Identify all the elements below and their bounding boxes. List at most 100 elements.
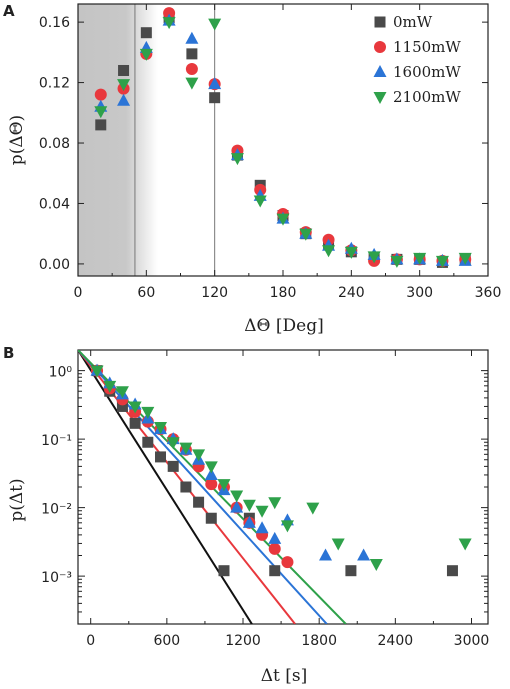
panel-b-data-point	[268, 497, 282, 510]
panel-b-x-tick-label: 1800	[301, 633, 337, 649]
panel-b-data-point	[142, 436, 154, 448]
panel-b-data-point	[193, 496, 205, 508]
panel-b-data-point	[242, 515, 256, 528]
panel-a-data-point	[209, 92, 221, 104]
panel-a-x-tick-label: 0	[74, 285, 83, 301]
panel-a-data-point	[276, 213, 290, 226]
panel-a-data-point	[117, 79, 131, 92]
panel-b-y-tick-label: 10⁻¹	[41, 433, 72, 449]
panel-b-data-point	[319, 548, 333, 561]
panel-a-data-point	[94, 88, 107, 101]
panel-a-y-tick-label: 0.04	[39, 196, 70, 212]
panel-b-data-point	[204, 467, 218, 480]
panel-b-y-tick-label: 10⁻³	[41, 570, 72, 586]
panel-a-legend-label: 1600mW	[393, 63, 461, 81]
panel-a-x-tick-label: 240	[338, 285, 365, 301]
panel-a-legend-marker	[373, 92, 387, 104]
panel-b-data-point	[242, 499, 256, 512]
panel-a-data-point	[322, 245, 336, 258]
panel-a-x-tick-label: 360	[475, 285, 502, 301]
panel-b-data-point	[179, 442, 193, 455]
panel-b-data-point	[167, 460, 179, 472]
panel-a-data-point	[253, 195, 267, 208]
panel-a-data-point	[185, 31, 199, 44]
panel-a-data-point	[344, 246, 358, 259]
panel-a-y-tick-label: 0.16	[39, 15, 70, 31]
panel-b-data-point	[103, 380, 117, 393]
panel-b-data-point	[345, 565, 357, 577]
panel-a-data-point	[95, 119, 107, 131]
panel-b-data-point	[116, 400, 128, 412]
panel-b-x-tick-label: 600	[153, 633, 180, 649]
panel-b-series-1600mW	[90, 363, 371, 561]
panel-a-y-tick-label: 0.00	[39, 257, 70, 273]
panel-b-data-point	[128, 401, 142, 414]
panel-a-data-point	[299, 228, 313, 241]
panel-b-chart: 0 600 1200 1800 2400 3000 10⁻³ 10⁻² 10⁻¹ 10⁰	[41, 349, 490, 649]
panel-b-letter: B	[3, 344, 14, 362]
panel-a-x-tick-label: 180	[270, 285, 297, 301]
panel-a-data-point	[140, 27, 152, 39]
panel-b-data-point	[115, 386, 129, 399]
panel-b-x-tick-label: 0	[86, 633, 95, 649]
panel-a-data-point	[413, 252, 427, 265]
panel-b-data-point	[90, 365, 104, 378]
panel-a-x-axis-label: ΔΘ [Deg]	[244, 316, 323, 336]
panel-b-data-point	[306, 502, 320, 515]
panel-b-data-point	[154, 422, 168, 435]
panel-a-data-point	[185, 62, 198, 75]
panel-b-data-point	[205, 512, 217, 524]
panel-a-x-tick-label: 300	[406, 285, 433, 301]
panel-a-y-tick-label: 0.12	[39, 76, 70, 92]
panel-a-data-point	[117, 93, 131, 106]
panel-b-data-point	[255, 521, 269, 534]
panel-b-data-point	[192, 449, 206, 462]
panel-b-x-tick-label: 3000	[454, 633, 490, 649]
panel-a-data-point	[185, 77, 199, 90]
panel-b-data-point	[331, 538, 345, 551]
panel-b-y-tick-label: 10⁻²	[41, 502, 72, 518]
panel-b-x-tick-label: 2400	[378, 633, 414, 649]
panel-b-data-point	[369, 559, 383, 572]
panel-a-data-point	[208, 18, 222, 31]
panel-b-data-point	[357, 548, 371, 561]
panel-b-data-point	[446, 565, 458, 577]
panel-a-x-tick-label: 60	[137, 285, 155, 301]
panel-a-data-point	[435, 255, 449, 268]
panel-a-legend-label: 1150mW	[393, 38, 461, 56]
panel-b-data-point	[230, 490, 244, 503]
panel-a-x-tick-label: 120	[201, 285, 228, 301]
panel-a-data-point	[94, 106, 108, 119]
panel-b-data-point	[129, 417, 141, 429]
panel-a-data-point	[367, 251, 381, 264]
panel-b-data-point	[230, 500, 244, 513]
panel-b-x-axis-label: Δt [s]	[261, 666, 308, 686]
panel-b-data-point	[204, 461, 218, 474]
panel-b-series-2100mW	[90, 365, 472, 572]
panel-b-frame	[77, 349, 489, 625]
panel-b-data-point	[205, 478, 218, 491]
panel-a-legend-marker	[374, 16, 386, 28]
panel-b-x-tick-label: 1200	[225, 633, 261, 649]
panel-a-series-2100mW	[94, 17, 472, 268]
panel-a-chart: 0 60 120 180 240 300 360 0.00 0.04 0.08 0.12 0.16 0m…	[39, 3, 502, 301]
panel-b-data-point	[180, 481, 192, 493]
panel-a-letter: A	[3, 2, 15, 20]
panel-b-fit-line-1600mW	[78, 350, 328, 624]
panel-a-data-point	[186, 48, 198, 60]
panel-a-data-point	[230, 153, 244, 166]
panel-a-legend-marker	[373, 65, 387, 77]
panel-b-data-point	[155, 451, 167, 463]
panel-b-data-point	[166, 437, 180, 450]
panel-a-data-point	[458, 252, 472, 265]
panel-a-y-tick-label: 0.08	[39, 136, 70, 152]
panel-a-data-point	[208, 77, 222, 90]
panel-b-data-point	[268, 542, 281, 555]
panel-b-data-point	[218, 565, 230, 577]
panel-a-legend-label: 0mW	[393, 13, 433, 31]
panel-b-y-axis-label: p(Δt)	[7, 478, 27, 521]
panel-b-data-point	[281, 556, 294, 569]
panel-a-y-axis-label: p(ΔΘ)	[7, 115, 27, 165]
panel-b-data-point	[268, 531, 282, 544]
